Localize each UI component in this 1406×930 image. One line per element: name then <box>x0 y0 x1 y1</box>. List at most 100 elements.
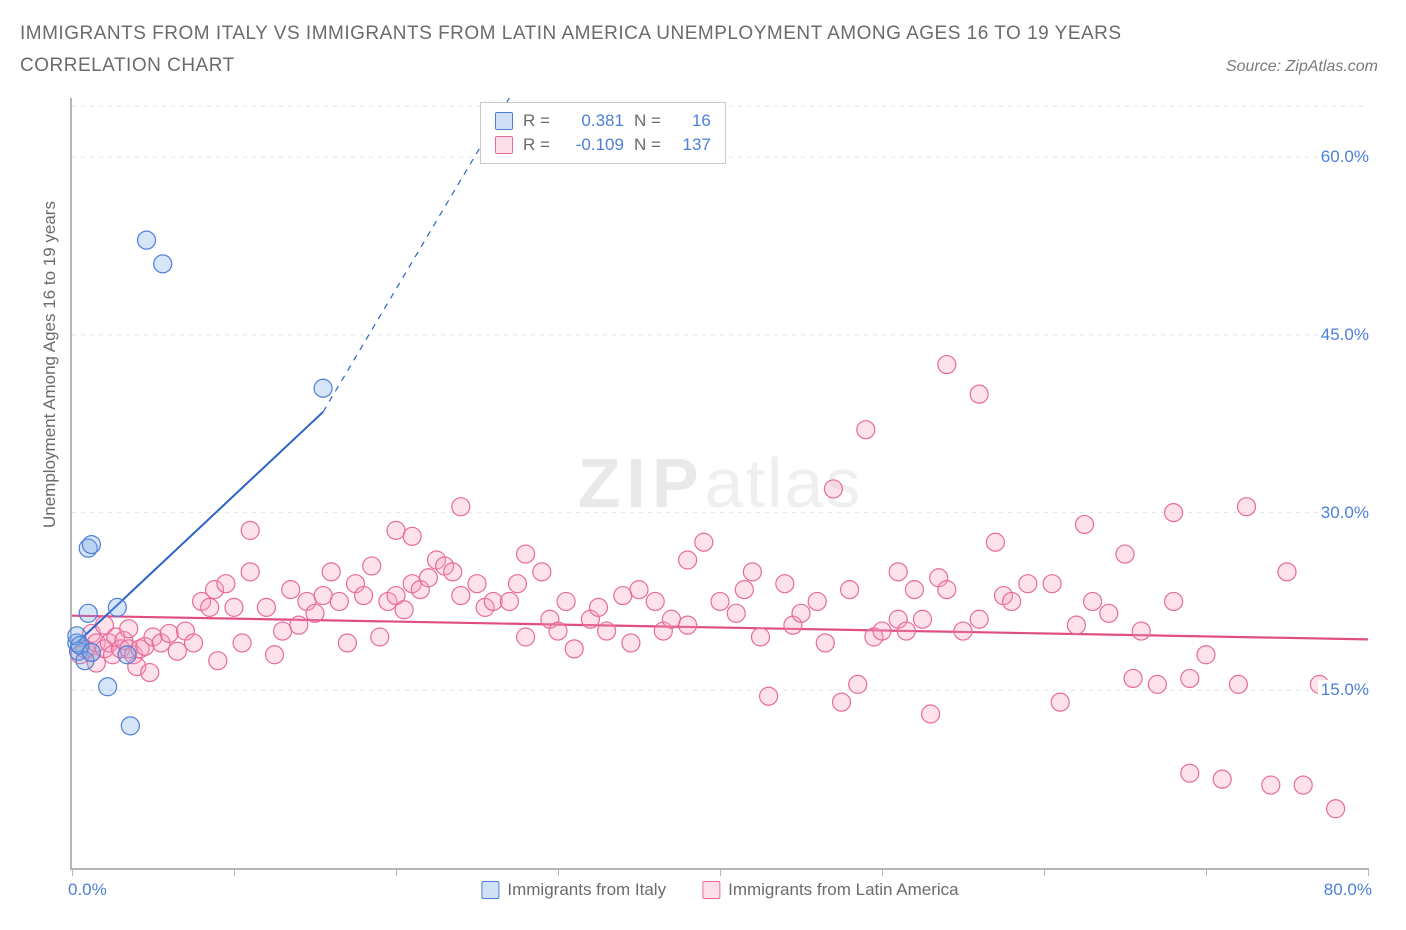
scatter-point <box>1084 592 1102 610</box>
swatch-italy-icon <box>481 881 499 899</box>
scatter-point <box>484 592 502 610</box>
scatter-point <box>1067 616 1085 634</box>
scatter-point <box>138 231 156 249</box>
stats-italy-N: 16 <box>671 109 711 133</box>
scatter-point <box>938 356 956 374</box>
scatter-point <box>1181 669 1199 687</box>
scatter-point <box>160 624 178 642</box>
scatter-point <box>1165 504 1183 522</box>
plot-container: Unemployment Among Ages 16 to 19 years Z… <box>58 98 1378 868</box>
scatter-point <box>1148 675 1166 693</box>
scatter-point <box>1278 563 1296 581</box>
scatter-point <box>290 616 308 634</box>
scatter-point <box>274 622 292 640</box>
scatter-point <box>82 536 100 554</box>
scatter-point <box>1229 675 1247 693</box>
scatter-point <box>914 610 932 628</box>
scatter-point <box>330 592 348 610</box>
scatter-point <box>614 587 632 605</box>
scatter-point <box>1132 622 1150 640</box>
scatter-point <box>986 533 1004 551</box>
scatter-point <box>108 598 126 616</box>
scatter-point <box>533 563 551 581</box>
scatter-point <box>1116 545 1134 563</box>
stats-italy-R: 0.381 <box>560 109 624 133</box>
scatter-point <box>1043 575 1061 593</box>
x-tick <box>72 868 73 876</box>
scatter-point <box>833 693 851 711</box>
scatter-point <box>118 646 136 664</box>
scatter-point <box>954 622 972 640</box>
scatter-point <box>1262 776 1280 794</box>
plot-frame: ZIPatlas 15.0%30.0%45.0%60.0% 0.0% 80.0%… <box>70 98 1368 870</box>
x-tick <box>558 868 559 876</box>
scatter-point <box>1213 770 1231 788</box>
swatch-italy-icon <box>495 112 513 130</box>
scatter-point <box>468 575 486 593</box>
scatter-point <box>419 569 437 587</box>
y-tick-label: 45.0% <box>1318 325 1372 345</box>
scatter-point <box>1019 575 1037 593</box>
scatter-point <box>792 604 810 622</box>
scatter-point <box>233 634 251 652</box>
x-tick-label-min: 0.0% <box>68 880 107 900</box>
scatter-point <box>1197 646 1215 664</box>
scatter-point <box>824 480 842 498</box>
scatter-point <box>363 557 381 575</box>
scatter-point <box>873 622 891 640</box>
swatch-latin-icon <box>702 881 720 899</box>
scatter-point <box>452 587 470 605</box>
scatter-point <box>549 622 567 640</box>
scatter-point <box>452 498 470 516</box>
scatter-point <box>168 642 186 660</box>
scatter-point <box>517 628 535 646</box>
chart-title: IMMIGRANTS FROM ITALY VS IMMIGRANTS FROM… <box>20 18 1130 82</box>
scatter-point <box>662 610 680 628</box>
stats-R-label: R = <box>523 133 550 157</box>
scatter-point <box>938 581 956 599</box>
scatter-point <box>403 527 421 545</box>
scatter-point <box>970 385 988 403</box>
x-tick <box>1368 868 1369 876</box>
scatter-point <box>743 563 761 581</box>
scatter-point <box>185 634 203 652</box>
scatter-point <box>338 634 356 652</box>
x-tick-label-max: 80.0% <box>1324 880 1372 900</box>
scatter-point <box>711 592 729 610</box>
scatter-point <box>849 675 867 693</box>
scatter-point <box>209 652 227 670</box>
scatter-point <box>99 678 117 696</box>
bottom-legend: Immigrants from Italy Immigrants from La… <box>481 880 958 900</box>
scatter-point <box>306 604 324 622</box>
scatter-point <box>816 634 834 652</box>
scatter-point <box>517 545 535 563</box>
scatter-point <box>557 592 575 610</box>
scatter-point <box>922 705 940 723</box>
scatter-point <box>857 421 875 439</box>
scatter-point <box>241 563 259 581</box>
y-tick-label: 30.0% <box>1318 503 1372 523</box>
scatter-point <box>266 646 284 664</box>
x-tick <box>882 868 883 876</box>
scatter-point <box>1124 669 1142 687</box>
scatter-point <box>630 581 648 599</box>
scatter-point <box>1327 800 1345 818</box>
scatter-point <box>622 634 640 652</box>
scatter-point <box>387 521 405 539</box>
scatter-point <box>1294 776 1312 794</box>
scatter-point <box>82 643 100 661</box>
scatter-point <box>500 592 518 610</box>
scatter-point <box>444 563 462 581</box>
scatter-point <box>679 551 697 569</box>
scatter-point <box>1003 592 1021 610</box>
stats-latin-R: -0.109 <box>560 133 624 157</box>
x-tick <box>1044 868 1045 876</box>
legend-item-italy: Immigrants from Italy <box>481 880 666 900</box>
y-axis-label: Unemployment Among Ages 16 to 19 years <box>40 201 60 528</box>
scatter-point <box>808 592 826 610</box>
scatter-point <box>735 581 753 599</box>
scatter-point <box>141 664 159 682</box>
scatter-point <box>217 575 235 593</box>
scatter-point <box>79 604 97 622</box>
scatter-point <box>1100 604 1118 622</box>
